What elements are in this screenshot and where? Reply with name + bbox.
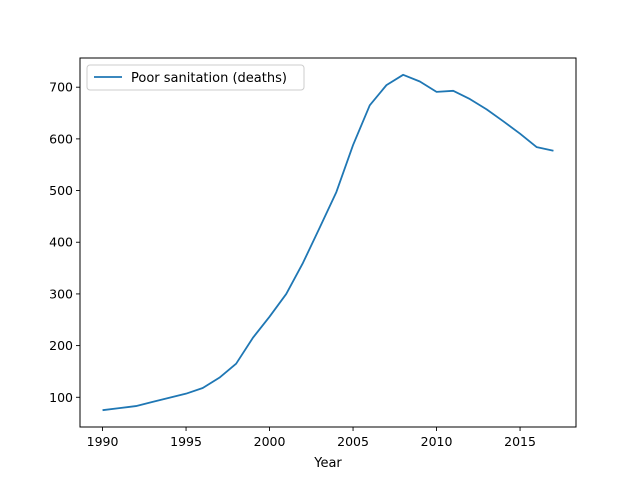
y-tick-label: 500	[49, 183, 73, 198]
series-line-0	[102, 73, 554, 412]
x-tick-label: 2005	[337, 434, 369, 449]
y-tick-label: 600	[49, 131, 73, 146]
y-tick-label: 700	[49, 80, 73, 95]
x-tick-label: 2000	[254, 434, 286, 449]
x-tick-label: 1995	[170, 434, 202, 449]
y-tick-label: 200	[49, 338, 73, 353]
y-tick-label: 100	[49, 390, 73, 405]
x-tick-label: 2015	[504, 434, 536, 449]
y-tick-label: 400	[49, 235, 73, 250]
x-axis-label: Year	[313, 456, 342, 471]
x-axis-ticks: 1990 1995 2000 2005 2010 2015	[87, 427, 536, 449]
x-tick-label: 2010	[421, 434, 453, 449]
legend-label: Poor sanitation (deaths)	[131, 71, 287, 86]
legend-box	[86, 64, 305, 91]
x-tick-label: 1990	[87, 434, 119, 449]
y-tick-label: 300	[49, 286, 73, 301]
plot-area	[80, 58, 576, 427]
series-layer	[102, 73, 554, 412]
y-axis-ticks: 100 200 300 400 500 600 700	[49, 80, 80, 405]
legend: Poor sanitation (deaths)	[86, 64, 305, 91]
